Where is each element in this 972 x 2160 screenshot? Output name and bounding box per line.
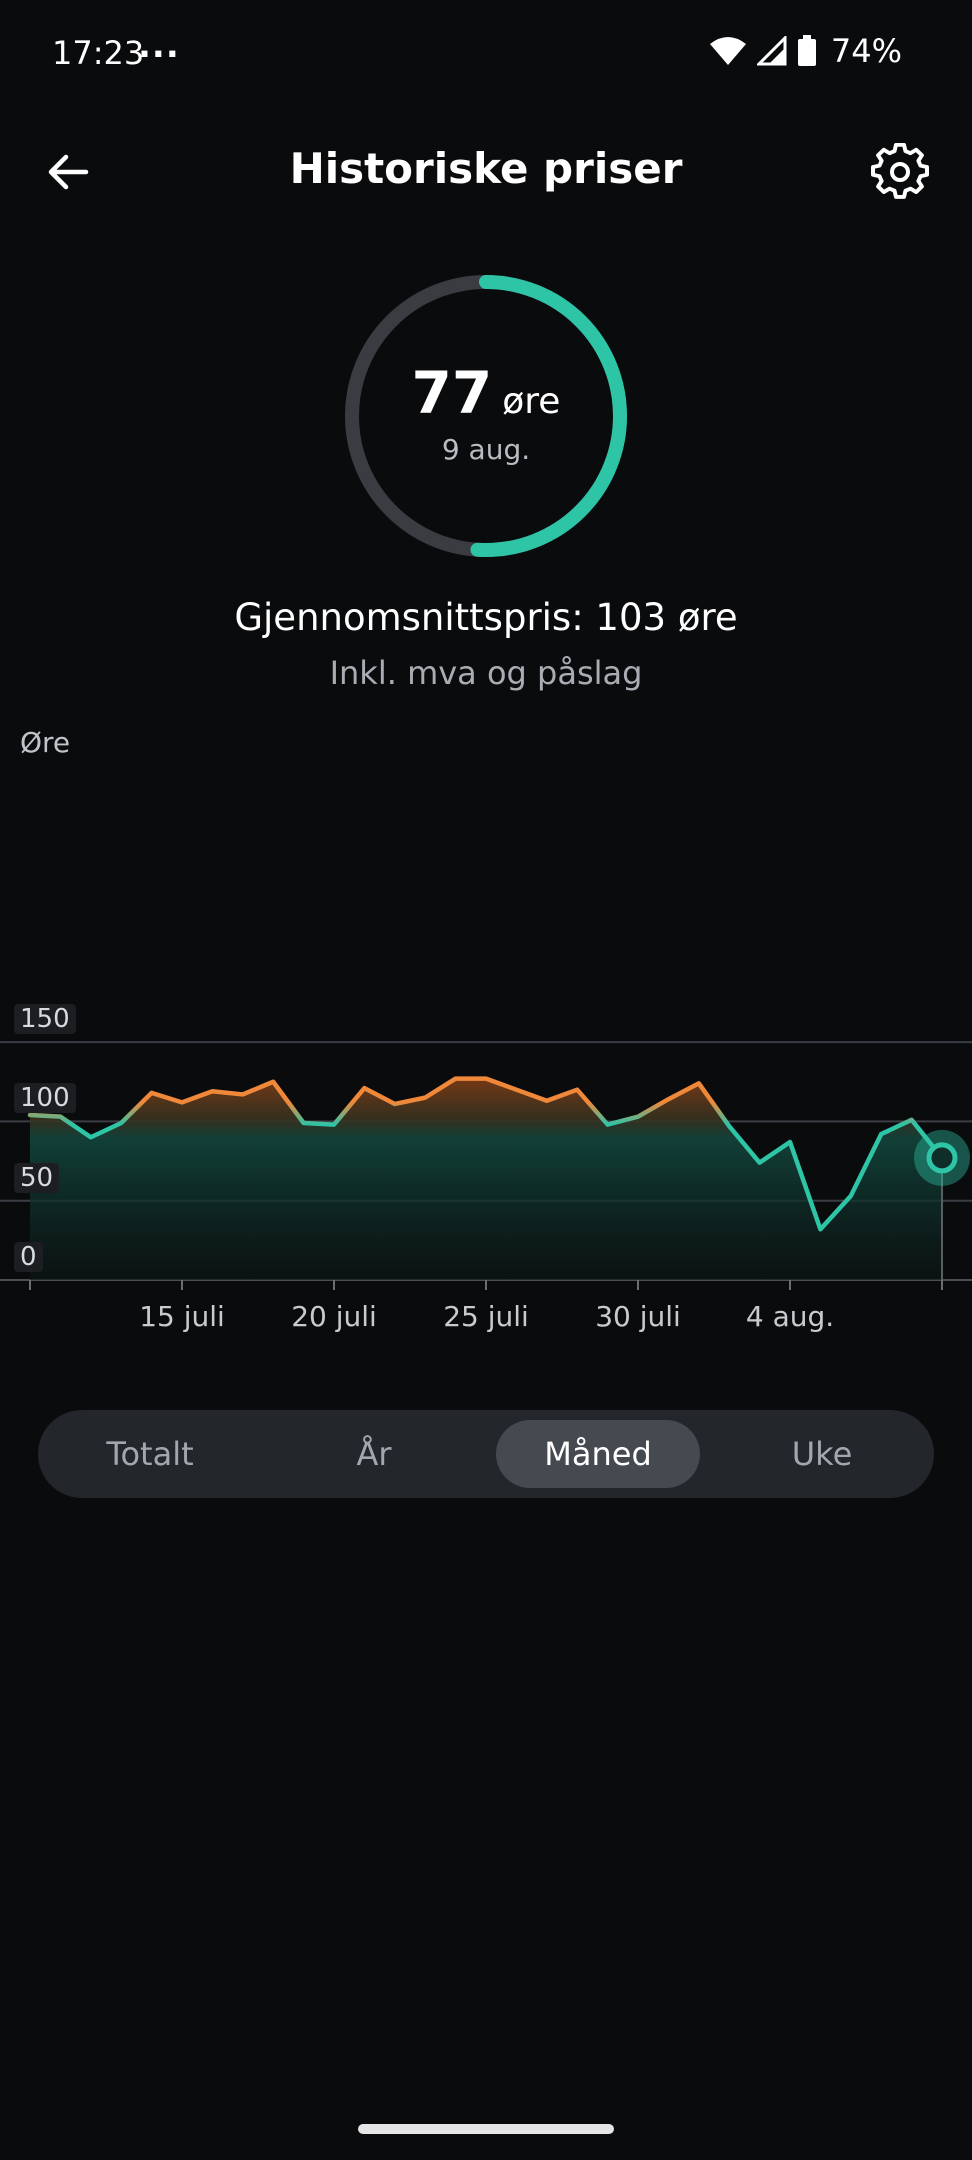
selected-point-marker	[926, 1142, 958, 1174]
arrow-left-icon	[48, 154, 89, 190]
app-header: Historiske priser	[0, 130, 972, 214]
average-price-note: Inkl. mva og påslag	[329, 654, 643, 692]
current-price-unit: øre	[502, 380, 561, 422]
status-icons: 74%	[709, 32, 902, 70]
home-indicator[interactable]	[358, 2124, 614, 2134]
gear-icon	[871, 143, 929, 199]
price-ring: 77 øre 9 aug.	[340, 270, 632, 562]
y-tick-label: 150	[14, 1004, 76, 1035]
x-tick-label: 30 juli	[595, 1300, 681, 1333]
status-time: 17:23	[52, 34, 145, 72]
x-tick-label: 15 juli	[139, 1300, 225, 1333]
price-line	[27, 1076, 945, 1232]
current-price-value: 77	[411, 358, 493, 427]
x-tick-label: 25 juli	[443, 1300, 529, 1333]
current-price: 77 øre	[412, 359, 561, 427]
battery-icon	[797, 35, 816, 66]
cellular-signal-icon	[756, 36, 787, 66]
x-tick-label: 20 juli	[291, 1300, 377, 1333]
y-axis-unit: Øre	[20, 726, 71, 759]
notification-dots: ...	[138, 26, 180, 66]
price-ring-gauge	[345, 275, 627, 557]
tab-totalt[interactable]: Totalt	[106, 1435, 194, 1473]
wifi-icon	[709, 37, 746, 65]
y-tick-label: 100	[14, 1083, 76, 1114]
x-tick-label: 4 aug.	[745, 1300, 835, 1333]
battery-percentage: 74%	[830, 32, 902, 70]
tab-uke[interactable]: Uke	[791, 1435, 853, 1473]
back-button[interactable]	[38, 142, 98, 202]
ring-center: 77 øre 9 aug.	[340, 270, 632, 562]
tab-maned[interactable]: Måned	[496, 1420, 700, 1488]
y-tick-label: 0	[14, 1242, 43, 1272]
price-chart[interactable]: Øre 150 100 50 0 15 juli 20 juli 25 juli 30 ju…	[0, 720, 972, 1340]
price-chart-plot[interactable]	[0, 720, 972, 1340]
average-price: Gjennomsnittspris: 103 øre	[234, 596, 738, 639]
status-bar: 17:23 ... 74%	[0, 0, 972, 110]
period-selector: Totalt År Måned Uke	[38, 1410, 934, 1498]
current-price-date: 9 aug.	[441, 432, 531, 466]
page-title: Historiske priser	[289, 144, 683, 193]
tab-ar[interactable]: År	[356, 1435, 392, 1473]
y-tick-label: 50	[14, 1162, 60, 1193]
price-area	[30, 1078, 942, 1280]
settings-button[interactable]	[868, 140, 932, 204]
